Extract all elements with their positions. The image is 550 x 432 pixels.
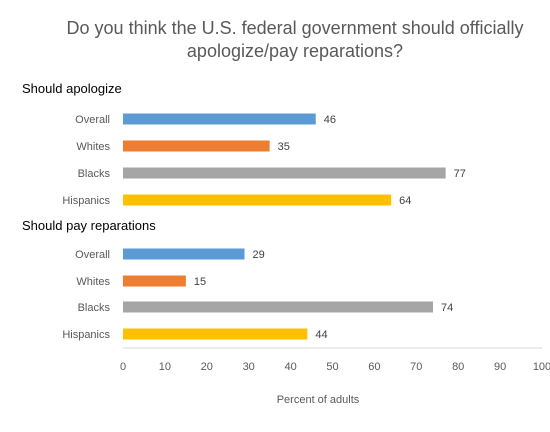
bar (123, 194, 392, 206)
section-label: Should pay reparations (22, 218, 156, 233)
data-label: 74 (441, 302, 453, 314)
category-label: Whites (76, 141, 110, 153)
x-tick-label: 60 (368, 361, 380, 373)
bar (123, 140, 270, 152)
bar (123, 167, 446, 179)
bar (123, 328, 308, 340)
x-tick-label: 100 (533, 361, 550, 373)
category-label: Overall (75, 114, 110, 126)
x-tick-label: 90 (494, 361, 506, 373)
category-label: Hispanics (62, 195, 110, 207)
category-label: Overall (75, 249, 110, 261)
category-label: Whites (76, 276, 110, 288)
chart-title-line-1: Do you think the U.S. federal government… (66, 18, 524, 38)
x-axis-title: Percent of adults (277, 394, 360, 406)
x-tick-label: 80 (452, 361, 464, 373)
bar (123, 275, 186, 287)
x-tick-label: 20 (201, 361, 213, 373)
category-label: Hispanics (62, 329, 110, 341)
x-tick-label: 30 (243, 361, 255, 373)
category-label: Blacks (78, 302, 111, 314)
chart-title: Do you think the U.S. federal government… (0, 17, 550, 63)
x-tick-label: 50 (326, 361, 338, 373)
x-tick-label: 70 (410, 361, 422, 373)
chart-title-line-2: apologize/pay reparations? (186, 41, 404, 61)
x-tick-label: 0 (120, 361, 126, 373)
data-label: 15 (194, 276, 206, 288)
data-label: 77 (454, 168, 466, 180)
data-label: 46 (324, 114, 336, 126)
data-label: 29 (253, 249, 265, 261)
x-tick-label: 10 (159, 361, 171, 373)
category-label: Blacks (78, 168, 111, 180)
bar (123, 113, 316, 125)
data-label: 44 (315, 329, 327, 341)
bar (123, 248, 245, 260)
data-label: 64 (399, 195, 411, 207)
x-tick-label: 40 (284, 361, 296, 373)
data-label: 35 (278, 141, 290, 153)
bar (123, 301, 434, 313)
section-label: Should apologize (22, 81, 122, 96)
